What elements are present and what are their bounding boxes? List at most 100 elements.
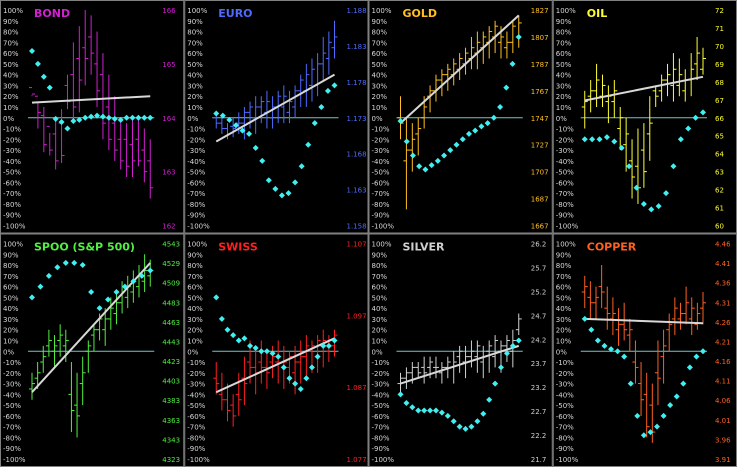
oscillator-point (503, 84, 510, 91)
y-tick-label: -100% (372, 456, 395, 464)
y-tick-label: -80% (3, 201, 21, 209)
y-tick-label: -10% (3, 359, 21, 367)
right-tick-label: 166 (162, 7, 176, 15)
oscillator-point (54, 264, 61, 271)
ohlc-bar (640, 123, 647, 188)
oscillator-point (692, 114, 699, 121)
oscillator-point (331, 337, 338, 344)
oscillator-point (314, 353, 321, 360)
y-tick-label: 10% (372, 104, 388, 112)
right-tick-label: 4.36 (715, 280, 731, 288)
ohlc-bar (135, 115, 142, 167)
ohlc-bar (415, 117, 422, 156)
right-tick-label: 4.01 (715, 417, 731, 425)
right-tick-label: 70 (715, 43, 724, 51)
right-tick-label: 1.178 (347, 79, 367, 87)
y-tick-label: -70% (187, 424, 205, 432)
oscillator-point (286, 375, 293, 382)
oscillator-point (226, 116, 233, 123)
ohlc-bar (581, 90, 588, 129)
y-tick-label: -30% (187, 381, 205, 389)
ohlc-bar (58, 109, 65, 164)
oscillator-point (640, 432, 647, 439)
y-tick-label: -20% (372, 370, 390, 378)
right-tick-label: 3.96 (715, 436, 731, 444)
chart-panel-swiss: 100% 90% 80% 70% 60% 50% 40% 30% 20% 10% 0% -10% -20… (184, 233, 369, 467)
right-tick-label: 4.11 (715, 378, 731, 386)
right-tick-label: 1707 (531, 169, 549, 177)
oscillator-point (76, 116, 83, 123)
ohlc-bar (643, 372, 650, 438)
oscillator-point (397, 117, 404, 124)
ohlc-bar (700, 291, 706, 325)
y-tick-label: 50% (3, 294, 19, 302)
right-tick-label: 4383 (162, 397, 180, 405)
chart-panel-oil: 100% 90% 80% 70% 60% 50% 40% 30% 20% 10% 0% -10% -20… (552, 0, 737, 234)
right-tick-label: 68 (715, 79, 724, 87)
ohlc-bar (474, 340, 481, 373)
ohlc-bar (303, 335, 310, 379)
oscillator-point (677, 136, 684, 143)
oscillator-point (62, 259, 69, 266)
panel-border (552, 0, 737, 234)
y-tick-label: 40% (372, 72, 388, 80)
y-tick-label: 40% (187, 305, 203, 313)
y-tick-label: 70% (187, 39, 203, 47)
right-tick-label: 3.91 (715, 456, 731, 464)
oscillator-point (278, 192, 285, 199)
y-tick-label: -80% (556, 201, 574, 209)
ohlc-bar (676, 58, 683, 97)
y-tick-label: 40% (3, 72, 19, 80)
oscillator-point (252, 345, 259, 352)
y-tick-label: 100% (3, 7, 23, 15)
y-tick-label: 70% (187, 273, 203, 281)
right-tick-label: 63 (715, 169, 724, 177)
right-tick-label: 26.2 (531, 241, 547, 249)
y-tick-label: 70% (372, 273, 388, 281)
ohlc-bar (85, 340, 92, 373)
y-tick-label: 10% (3, 337, 19, 345)
ohlc-bar (29, 372, 35, 400)
ohlc-bar (292, 345, 299, 395)
oscillator-point (432, 407, 439, 414)
oscillator-point (82, 114, 89, 121)
ohlc-bar (587, 281, 594, 319)
ohlc-bar (671, 297, 678, 336)
ohlc-bar (263, 90, 270, 129)
y-tick-label: 30% (187, 82, 203, 90)
y-tick-label: -50% (556, 402, 574, 410)
y-tick-label: -50% (372, 169, 390, 177)
right-tick-label: 4463 (162, 319, 180, 327)
y-tick-label: -70% (556, 424, 574, 432)
right-tick-label: 4.41 (715, 260, 731, 268)
y-tick-label: -60% (3, 413, 21, 421)
ohlc-bar (654, 340, 661, 406)
ohlc-bar (623, 117, 630, 172)
y-tick-label: 60% (187, 50, 203, 58)
ohlc-bar (286, 90, 293, 124)
y-tick-label: 80% (3, 262, 19, 270)
panel-border (552, 233, 737, 467)
oscillator-point (52, 115, 59, 122)
y-tick-label: 40% (556, 72, 572, 80)
right-tick-label: 4323 (162, 456, 180, 464)
y-tick-label: 30% (3, 82, 19, 90)
oscillator-point (64, 125, 71, 132)
y-tick-label: -10% (3, 126, 21, 134)
y-tick-label: -60% (372, 413, 390, 421)
y-tick-label: -90% (556, 212, 574, 220)
oscillator-point (275, 353, 282, 360)
oscillator-point (409, 152, 416, 159)
chart-title: GOLD (403, 7, 438, 20)
y-tick-label: 50% (372, 61, 388, 69)
ohlc-bar (593, 63, 600, 107)
y-tick-label: 60% (556, 284, 572, 292)
right-tick-label: 24.7 (531, 312, 547, 320)
ohlc-bar (593, 286, 600, 319)
oscillator-point (416, 163, 423, 170)
chart-panel-copper: 100% 90% 80% 70% 60% 50% 40% 30% 20% 10% 0% -10% -20… (552, 233, 737, 467)
ohlc-bar (609, 297, 616, 336)
y-tick-label: 50% (187, 294, 203, 302)
y-tick-label: 30% (187, 316, 203, 324)
